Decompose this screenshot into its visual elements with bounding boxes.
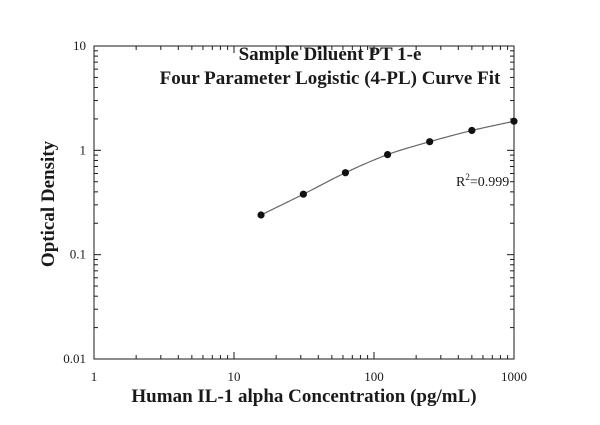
data-point [341,169,350,177]
x-axis-tick-labels: 1 10 100 1000 [91,369,527,384]
plot-frame [93,45,515,360]
y-axis-label: Optical Density [38,140,59,267]
x-axis-ticks [93,46,515,359]
data-point [468,126,476,135]
y-tick-label: 0.1 [70,247,86,262]
x-tick-label: 1 [91,369,98,384]
chart-title-line-1: Sample Diluent PT 1-e [239,44,422,65]
y-tick-label: 0.01 [63,351,86,366]
data-points [257,117,518,219]
x-tick-label: 10 [228,369,241,384]
y-tick-label: 10 [73,38,86,53]
y-tick-label: 1 [80,142,87,157]
x-tick-label: 100 [364,369,384,384]
y-axis-ticks [94,45,514,360]
data-point [299,190,307,198]
fit-curve [260,120,515,216]
data-point [257,211,265,219]
data-point [510,117,518,125]
r-squared-superscript: 2 [465,172,470,182]
y-axis-tick-labels: 0.01 0.1 1 10 [63,38,86,366]
x-tick-label: 1000 [501,369,527,384]
r-squared-value: =0.999 [470,175,509,190]
r-squared-base: R [456,175,466,190]
data-point [426,138,434,146]
x-axis-label: Human IL-1 alpha Concentration (pg/mL) [131,386,476,407]
data-point [383,151,392,159]
chart-title-line-2: Four Parameter Logistic (4-PL) Curve Fit [160,68,501,89]
r-squared-annotation: R2=0.999 [456,172,509,190]
